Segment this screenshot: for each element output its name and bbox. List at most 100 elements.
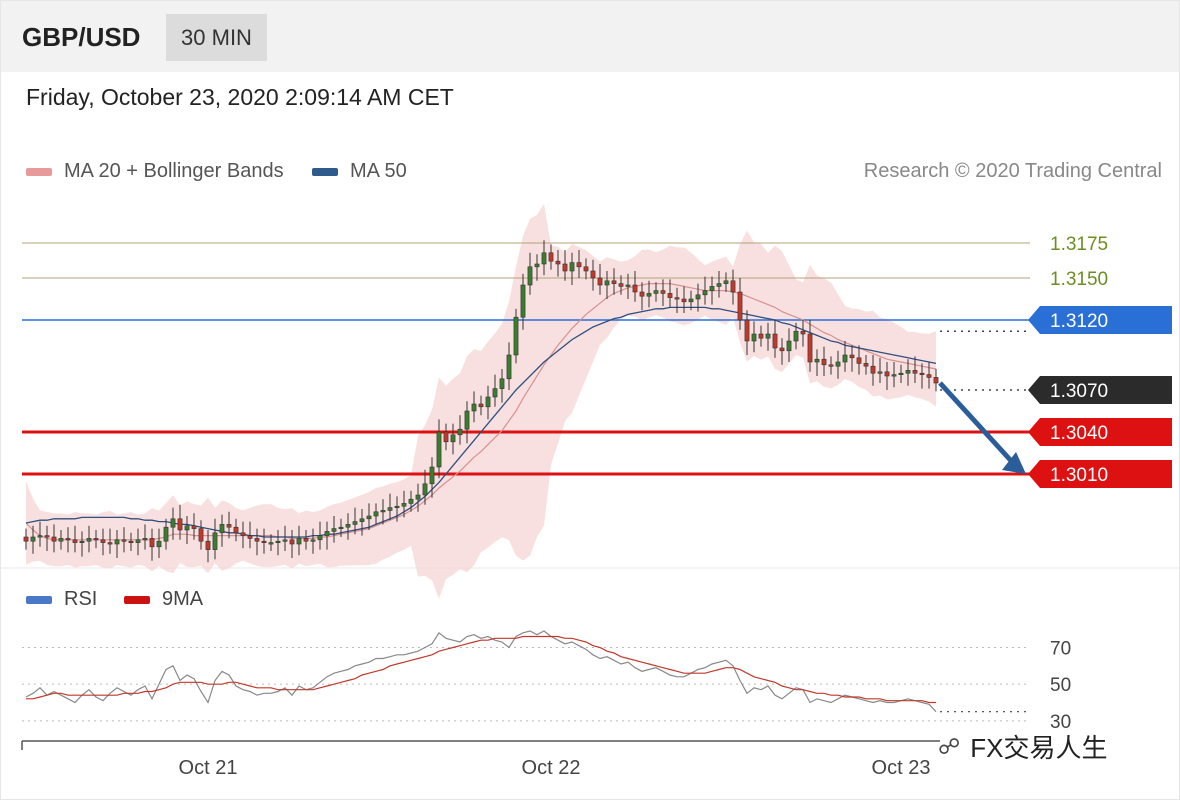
candle bbox=[352, 521, 358, 525]
candle bbox=[681, 298, 687, 303]
x-tick-label: Oct 21 bbox=[179, 757, 238, 779]
candle bbox=[135, 539, 141, 543]
candle bbox=[597, 277, 603, 286]
legend-9ma: 9MA bbox=[124, 588, 203, 611]
candle bbox=[65, 538, 71, 541]
x-tick-label: Oct 22 bbox=[522, 757, 581, 779]
pivot-tag bbox=[1028, 306, 1172, 334]
candle bbox=[254, 538, 260, 542]
resistance-label: 1.3150 bbox=[1050, 269, 1108, 290]
candle bbox=[639, 291, 645, 297]
candle bbox=[331, 528, 337, 532]
candle bbox=[898, 372, 904, 376]
candle bbox=[296, 538, 302, 545]
candle bbox=[534, 263, 540, 268]
candle bbox=[443, 431, 449, 443]
candle bbox=[877, 371, 883, 374]
candle bbox=[891, 374, 897, 377]
candle bbox=[380, 510, 386, 513]
legend-rsi: RSI bbox=[26, 588, 97, 611]
candle bbox=[548, 252, 554, 262]
candle bbox=[604, 280, 610, 286]
candle bbox=[835, 361, 841, 367]
support-label: 1.3040 bbox=[1050, 423, 1108, 444]
candle bbox=[870, 365, 876, 374]
candle bbox=[422, 483, 428, 496]
candle bbox=[170, 518, 176, 528]
copyright-text: Research © 2020 Trading Central bbox=[863, 160, 1162, 182]
candle bbox=[261, 540, 267, 544]
candle bbox=[702, 290, 708, 296]
candle bbox=[688, 298, 694, 303]
ma20-swatch bbox=[26, 167, 52, 176]
candle bbox=[30, 536, 36, 542]
candle bbox=[128, 540, 134, 544]
candle bbox=[933, 377, 939, 384]
candle bbox=[23, 536, 29, 542]
candle bbox=[590, 270, 596, 279]
header-bar: GBP/USD 30 MIN bbox=[0, 0, 1180, 72]
candle bbox=[303, 538, 309, 542]
candle bbox=[478, 403, 484, 408]
candle bbox=[744, 319, 750, 342]
candle bbox=[520, 284, 526, 318]
candle bbox=[324, 531, 330, 536]
candle bbox=[926, 374, 932, 378]
candle bbox=[695, 294, 701, 300]
candle bbox=[660, 290, 666, 294]
ma50-label: MA 50 bbox=[350, 160, 407, 182]
candle bbox=[79, 540, 85, 544]
legend-ma20: MA 20 + Bollinger Bands bbox=[26, 160, 284, 183]
candle bbox=[492, 388, 498, 398]
candle bbox=[842, 354, 848, 363]
candle bbox=[72, 539, 78, 543]
last-price-tag bbox=[1028, 376, 1172, 404]
candle bbox=[387, 507, 393, 511]
candle bbox=[191, 525, 197, 529]
watermark-text: FX交易人生 bbox=[970, 733, 1108, 763]
candle bbox=[562, 263, 568, 272]
candle bbox=[289, 539, 295, 545]
pivot-label: 1.3120 bbox=[1050, 311, 1108, 332]
candle bbox=[527, 266, 533, 286]
candle bbox=[856, 357, 862, 364]
candle bbox=[730, 280, 736, 293]
candle bbox=[401, 503, 407, 507]
rsi-series-9ma bbox=[26, 635, 936, 704]
candle bbox=[149, 538, 155, 548]
candle bbox=[513, 316, 519, 356]
candle bbox=[653, 290, 659, 294]
support-tag bbox=[1028, 460, 1172, 488]
candle bbox=[121, 539, 127, 542]
candle bbox=[450, 434, 456, 443]
candle bbox=[583, 266, 589, 272]
candle bbox=[828, 364, 834, 367]
rsi-label: RSI bbox=[64, 588, 98, 610]
candle bbox=[765, 333, 771, 339]
candle bbox=[793, 330, 799, 342]
candle bbox=[429, 466, 435, 485]
candle bbox=[814, 358, 820, 363]
pair-title: GBP/USD bbox=[22, 22, 141, 52]
timeframe-button[interactable]: 30 MIN bbox=[166, 14, 267, 61]
candle bbox=[345, 524, 351, 528]
watermark: ☍ FX交易人生 bbox=[938, 728, 1108, 765]
candle bbox=[646, 293, 652, 297]
candle bbox=[198, 528, 204, 542]
candle bbox=[541, 252, 547, 265]
candle bbox=[275, 540, 281, 544]
candle bbox=[58, 538, 64, 542]
candle bbox=[821, 358, 827, 366]
rsi-series-rsi bbox=[25, 630, 937, 713]
candle bbox=[219, 524, 225, 534]
candle bbox=[499, 378, 505, 389]
candle bbox=[107, 542, 113, 545]
rsi-tick-label: 30 bbox=[1050, 712, 1071, 733]
candle bbox=[800, 330, 806, 335]
candle bbox=[156, 540, 162, 548]
candle bbox=[772, 333, 778, 349]
candle bbox=[611, 280, 617, 284]
support-label: 1.3010 bbox=[1050, 465, 1108, 486]
candle bbox=[184, 525, 190, 531]
